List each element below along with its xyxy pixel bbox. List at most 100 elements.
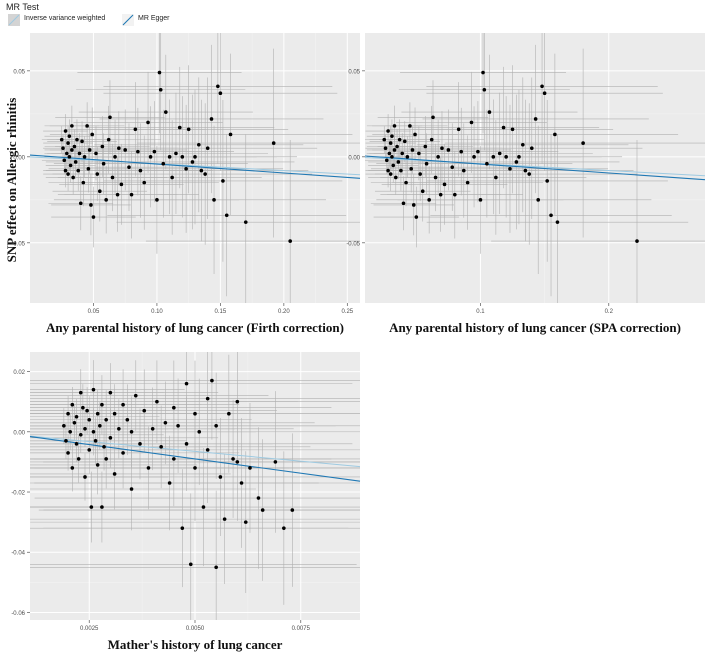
data-point bbox=[514, 160, 519, 164]
data-point bbox=[91, 429, 96, 434]
data-point bbox=[108, 390, 113, 395]
y-tick-label: 0.05 bbox=[13, 69, 25, 75]
x-tick-label: 0.05 bbox=[88, 309, 100, 315]
data-point bbox=[86, 167, 91, 171]
data-point bbox=[197, 429, 202, 434]
data-point bbox=[227, 411, 231, 416]
data-point bbox=[382, 137, 387, 142]
data-point bbox=[167, 481, 172, 485]
data-point bbox=[82, 155, 87, 159]
data-point bbox=[487, 110, 492, 114]
data-point bbox=[397, 137, 402, 142]
data-point bbox=[70, 466, 75, 470]
data-point bbox=[155, 198, 159, 202]
data-point bbox=[436, 155, 440, 159]
data-point bbox=[388, 172, 393, 176]
data-point bbox=[167, 155, 172, 159]
data-point bbox=[74, 414, 79, 419]
data-point bbox=[494, 175, 498, 180]
data-point bbox=[138, 442, 142, 446]
ivw-line bbox=[29, 435, 361, 468]
data-point bbox=[119, 182, 124, 187]
data-point bbox=[104, 457, 108, 461]
data-point bbox=[158, 87, 163, 92]
data-point bbox=[390, 155, 394, 159]
x-tick-label: 0.20 bbox=[278, 309, 290, 315]
data-point bbox=[396, 160, 401, 164]
data-point bbox=[176, 423, 180, 428]
data-point bbox=[121, 402, 125, 407]
x-tick-label: 0.0025 bbox=[80, 626, 99, 632]
data-point bbox=[85, 124, 89, 128]
data-point bbox=[553, 132, 557, 137]
data-point bbox=[235, 399, 240, 404]
data-point bbox=[170, 175, 174, 180]
panel-spa: -0.05 0.00 0.05 0.1 0.2 bbox=[346, 33, 706, 315]
data-point bbox=[70, 402, 75, 407]
data-point bbox=[446, 148, 451, 152]
ivw-line bbox=[29, 156, 361, 176]
data-point bbox=[456, 127, 461, 132]
data-point bbox=[100, 402, 104, 407]
data-point bbox=[201, 505, 206, 509]
data-point bbox=[404, 180, 408, 185]
data-point bbox=[399, 168, 403, 173]
panel-mother: -0.06 -0.04 -0.02 0.00 0.02 0.0025 0.0050 0.007… bbox=[11, 352, 361, 632]
data-point bbox=[121, 451, 125, 455]
data-point bbox=[180, 155, 185, 159]
x-tick-label: 0.10 bbox=[151, 309, 163, 315]
data-point bbox=[90, 132, 94, 137]
data-point bbox=[91, 387, 96, 392]
egger-line bbox=[29, 154, 361, 179]
data-point bbox=[71, 175, 75, 180]
data-point bbox=[504, 155, 508, 159]
data-point bbox=[148, 155, 153, 159]
data-point bbox=[400, 151, 405, 156]
data-point bbox=[193, 411, 197, 416]
data-point bbox=[485, 161, 489, 166]
y-tick-label: -0.02 bbox=[11, 491, 25, 497]
data-point bbox=[104, 198, 108, 202]
data-point bbox=[459, 149, 464, 154]
data-point bbox=[129, 429, 134, 434]
data-point bbox=[65, 151, 69, 156]
data-point bbox=[429, 137, 434, 142]
data-point bbox=[481, 70, 485, 75]
data-point bbox=[106, 137, 111, 142]
data-point bbox=[282, 526, 286, 530]
data-point bbox=[414, 215, 419, 219]
legend-key-egger bbox=[122, 14, 134, 26]
data-point bbox=[184, 381, 189, 386]
data-point bbox=[87, 417, 92, 422]
x-tick-label: 0.2 bbox=[605, 309, 614, 315]
data-point bbox=[177, 125, 182, 130]
data-point bbox=[161, 161, 166, 166]
data-point bbox=[66, 141, 70, 145]
data-point bbox=[521, 142, 525, 147]
data-point bbox=[136, 149, 140, 154]
data-point bbox=[453, 192, 457, 197]
data-point bbox=[224, 213, 229, 218]
data-point bbox=[72, 144, 77, 149]
data-point bbox=[391, 163, 396, 168]
data-point bbox=[536, 198, 541, 202]
data-point bbox=[77, 151, 82, 156]
data-point bbox=[186, 127, 191, 132]
data-point bbox=[214, 423, 218, 428]
data-point bbox=[62, 158, 67, 163]
data-point bbox=[129, 192, 134, 197]
data-point bbox=[387, 151, 392, 156]
data-point bbox=[76, 168, 81, 173]
data-point bbox=[63, 129, 68, 133]
data-point bbox=[133, 393, 138, 398]
x-tick-label: 0.0050 bbox=[186, 626, 205, 632]
legend-key-ivw bbox=[8, 14, 20, 26]
data-point bbox=[146, 120, 150, 125]
data-point bbox=[98, 189, 102, 194]
data-point bbox=[216, 84, 220, 89]
egger-line bbox=[364, 155, 706, 181]
data-point bbox=[95, 411, 100, 416]
data-point bbox=[395, 144, 399, 149]
data-point bbox=[93, 439, 98, 443]
